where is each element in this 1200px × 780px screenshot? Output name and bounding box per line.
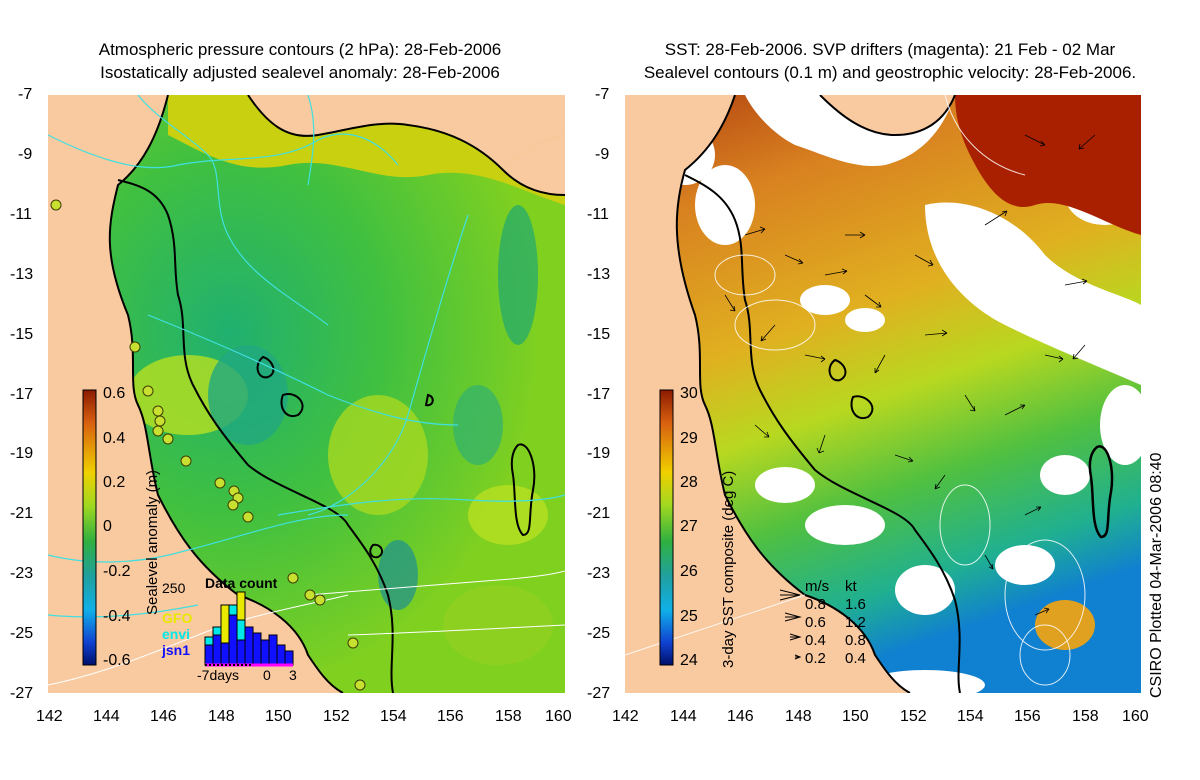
lon-tick: 146 — [727, 708, 754, 725]
lon-tick: 158 — [1072, 708, 1099, 725]
sst-map — [625, 95, 1141, 693]
right-colorbar-tick: 29 — [680, 430, 698, 447]
left-colorbar-tick: 0 — [103, 518, 112, 535]
lon-tick: 150 — [265, 708, 292, 725]
lon-tick: 152 — [900, 708, 927, 725]
inset-sat-envi: envi — [162, 626, 191, 642]
lat-tick: -13 — [587, 266, 611, 283]
lat-tick: -17 — [10, 386, 34, 403]
left-colorbar-label: Sealevel anomaly (m) — [144, 469, 161, 615]
lat-tick: -21 — [587, 505, 611, 522]
lon-tick: 148 — [208, 708, 235, 725]
right-title-line2: Sealevel contours (0.1 m) and geostrophi… — [643, 63, 1137, 82]
lat-tick: -23 — [587, 565, 611, 582]
inset-ymax: 250 — [162, 580, 186, 596]
lon-tick: 160 — [545, 708, 572, 725]
lat-tick: -11 — [587, 206, 609, 223]
velocity-key-ms: 0.8 — [805, 596, 826, 613]
lon-tick: 146 — [150, 708, 177, 725]
sst-colorbar — [659, 389, 674, 666]
inset-xlabel: -7days — [197, 667, 240, 683]
left-title-line1: Atmospheric pressure contours (2 hPa): 2… — [98, 40, 502, 59]
velocity-key-header-ms: m/s — [805, 578, 830, 595]
lon-tick: 142 — [612, 708, 639, 725]
lon-tick: 154 — [957, 708, 984, 725]
inset-title: Data count — [205, 575, 278, 591]
lat-tick: -13 — [10, 266, 34, 283]
lat-tick: -7 — [595, 86, 610, 103]
right-colorbar-tick: 28 — [680, 474, 698, 491]
lon-tick: 148 — [785, 708, 812, 725]
left-title-line2: Isostatically adjusted sealevel anomaly:… — [100, 63, 500, 82]
velocity-key-ms: 0.2 — [805, 650, 826, 667]
sealevel-colorbar — [82, 389, 97, 666]
lon-tick: 160 — [1122, 708, 1149, 725]
inset-sat-gfo: GFO — [162, 610, 193, 626]
left-colorbar-tick: -0.2 — [103, 563, 131, 580]
left-colorbar-tick: 0.4 — [103, 430, 126, 447]
left-colorbar-tick: -0.4 — [103, 608, 131, 625]
lon-tick: 158 — [495, 708, 522, 725]
velocity-key-kt: 1.6 — [845, 596, 866, 613]
lat-tick: -15 — [10, 326, 34, 343]
velocity-key-arrows — [779, 589, 802, 660]
lat-tick: -11 — [10, 206, 32, 223]
lon-tick: 150 — [842, 708, 869, 725]
right-colorbar-tick: 26 — [680, 563, 698, 580]
right-colorbar-tick: 30 — [680, 385, 698, 402]
velocity-key-ms: 0.6 — [805, 614, 826, 631]
inset-sat-jsn1: jsn1 — [162, 642, 191, 658]
lat-tick: -19 — [587, 445, 611, 462]
right-colorbar-tick: 27 — [680, 518, 698, 535]
velocity-key-kt: 0.8 — [845, 632, 866, 649]
lon-tick: 144 — [93, 708, 120, 725]
inset-xlabel: 0 — [263, 667, 271, 683]
velocity-key-ms: 0.4 — [805, 632, 826, 649]
lat-tick: -9 — [18, 146, 33, 163]
lat-tick: -25 — [10, 625, 34, 642]
geostrophic-velocity-arrows — [724, 134, 1096, 616]
plot-credit: CSIRO Plotted 04-Mar-2006 08:40 — [1148, 452, 1165, 698]
lat-tick: -19 — [10, 445, 34, 462]
lat-tick: -21 — [10, 505, 34, 522]
left-colorbar-tick: 0.6 — [103, 385, 126, 402]
right-colorbar-tick: 24 — [680, 652, 698, 669]
right-colorbar-tick: 25 — [680, 608, 698, 625]
inset-xlabel: 3 — [289, 667, 297, 683]
lat-tick: -27 — [10, 685, 34, 702]
lat-tick: -9 — [595, 146, 610, 163]
right-title-line1: SST: 28-Feb-2006. SVP drifters (magenta)… — [664, 40, 1116, 59]
lat-tick: -27 — [587, 685, 611, 702]
left-colorbar-tick: 0.2 — [103, 474, 126, 491]
velocity-key-kt: 1.2 — [845, 614, 866, 631]
velocity-key-kt: 0.4 — [845, 650, 866, 667]
lon-tick: 152 — [323, 708, 350, 725]
sealevel-anomaly-map — [48, 95, 565, 693]
lat-tick: -15 — [587, 326, 611, 343]
lat-tick: -25 — [587, 625, 611, 642]
velocity-key-header-kt: kt — [845, 578, 857, 595]
lon-tick: 144 — [670, 708, 697, 725]
lon-tick: 142 — [36, 708, 63, 725]
lat-tick: -23 — [10, 565, 34, 582]
right-colorbar-label: 3-day SST composite (deg C) — [720, 470, 737, 668]
left-colorbar-tick: -0.6 — [103, 652, 131, 669]
lon-tick: 156 — [1014, 708, 1041, 725]
lat-tick: -17 — [587, 386, 611, 403]
lon-tick: 156 — [437, 708, 464, 725]
data-count-histogram — [204, 591, 294, 667]
lat-tick: -7 — [18, 86, 33, 103]
lon-tick: 154 — [380, 708, 407, 725]
